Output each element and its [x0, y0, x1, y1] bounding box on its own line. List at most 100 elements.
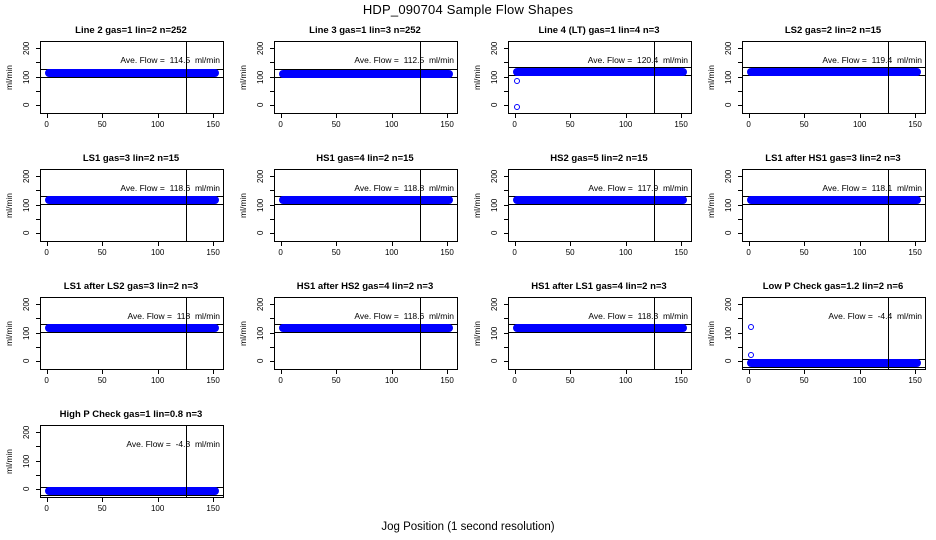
ave-flow-annotation: Ave. Flow = 118.1 ml/min	[822, 183, 922, 193]
y-tick-mark	[270, 204, 274, 206]
y-tick-mark	[36, 304, 40, 306]
y-tick-mark	[36, 218, 40, 220]
x-tick-mark	[157, 498, 159, 502]
y-tick-mark	[504, 360, 508, 362]
jog-marker-line	[420, 170, 422, 241]
jog-marker-line	[186, 170, 188, 241]
jog-marker-line	[186, 426, 188, 497]
x-tick-mark	[102, 114, 104, 118]
sample-flow-band	[512, 324, 688, 333]
y-tick-mark	[36, 488, 40, 490]
flow-panel: HS1 after HS2 gas=4 lin=2 n=3 ml/min 0 100 2…	[234, 276, 468, 404]
x-tick-label: 0	[746, 120, 751, 129]
x-tick-mark	[514, 114, 516, 118]
x-tick-label: 0	[278, 248, 283, 257]
figure-title: HDP_090704 Sample Flow Shapes	[362, 2, 574, 17]
panel-title: HS1 after LS1 gas=4 lin=2 n=3	[531, 281, 667, 292]
y-tick-label: 200	[490, 169, 499, 183]
ave-flow-annotation: Ave. Flow = 118.6 ml/min	[354, 311, 454, 321]
y-axis-title: ml/min	[472, 63, 482, 90]
x-tick-label: 50	[331, 248, 341, 257]
y-tick-mark	[504, 176, 508, 178]
x-tick-label: 50	[97, 120, 107, 129]
y-tick-mark	[504, 48, 508, 50]
y-tick-mark	[738, 232, 742, 234]
x-tick-mark	[804, 370, 806, 374]
panel-title: HS1 gas=4 lin=2 n=15	[316, 153, 414, 164]
jog-marker-line	[654, 42, 656, 113]
sample-flow-band	[746, 359, 922, 368]
x-axis-label: Jog Position (1 second resolution)	[381, 521, 555, 533]
sample-flow-band	[44, 487, 220, 496]
sample-flow-band	[278, 324, 454, 333]
sample-flow-band	[44, 69, 220, 78]
panel-title: Line 2 gas=1 lin=2 n=252	[75, 25, 187, 36]
plot-area: Ave. Flow = 119.4 ml/min	[742, 41, 926, 114]
y-tick-label: 200	[256, 169, 265, 183]
y-tick-mark	[738, 48, 742, 50]
sample-flow-band	[278, 69, 454, 78]
jog-marker-line	[888, 298, 890, 369]
flow-reference-line	[509, 331, 691, 333]
x-tick-mark	[915, 242, 917, 246]
ave-flow-annotation: Ave. Flow = 120.4 ml/min	[587, 55, 688, 65]
outlier-point	[748, 324, 755, 331]
y-tick-mark	[36, 48, 40, 50]
y-tick-mark	[504, 90, 508, 92]
y-tick-mark	[738, 190, 742, 192]
x-tick-mark	[859, 242, 861, 246]
y-tick-mark	[270, 304, 274, 306]
x-tick-mark	[102, 370, 104, 374]
plot-area: Ave. Flow = -4.4 ml/min	[742, 297, 926, 370]
x-tick-mark	[46, 242, 48, 246]
sample-flow-band	[512, 67, 688, 76]
outlier-point	[748, 352, 755, 359]
x-tick-mark	[280, 370, 282, 374]
plot-area: Ave. Flow = 117.9 ml/min	[508, 169, 692, 242]
outlier-point	[514, 103, 521, 110]
x-tick-label: 150	[674, 120, 688, 129]
x-tick-label: 150	[206, 120, 220, 129]
x-tick-label: 100	[150, 504, 165, 513]
panel-title: LS1 after HS1 gas=3 lin=2 n=3	[765, 153, 901, 164]
x-tick-mark	[280, 242, 282, 246]
ave-flow-annotation: Ave. Flow = 118.6 ml/min	[120, 183, 220, 193]
flow-panel: HS1 gas=4 lin=2 n=15 ml/min 0 100 200 0 50 100 1…	[234, 148, 468, 276]
x-tick-label: 100	[618, 376, 633, 385]
y-tick-mark	[270, 62, 274, 64]
y-tick-mark	[36, 90, 40, 92]
x-tick-label: 0	[44, 120, 49, 129]
y-tick-label: 200	[490, 297, 499, 311]
x-tick-label: 0	[44, 376, 49, 385]
ave-flow-annotation: Ave. Flow = 112.5 ml/min	[354, 55, 454, 65]
panel-title: Line 4 (LT) gas=1 lin=4 n=3	[538, 25, 660, 36]
y-tick-mark	[504, 346, 508, 348]
x-tick-label: 0	[278, 376, 283, 385]
x-tick-label: 0	[512, 376, 517, 385]
panel-title: HS2 gas=5 lin=2 n=15	[550, 153, 648, 164]
y-tick-mark	[504, 232, 508, 234]
panel-title: LS2 gas=2 lin=2 n=15	[784, 25, 882, 36]
flow-panel: HS1 after LS1 gas=4 lin=2 n=3 ml/min 0 100 2…	[468, 276, 702, 404]
y-axis-title: ml/min	[238, 191, 248, 218]
flow-panel: Line 4 (LT) gas=1 lin=4 n=3 ml/min 0 100 200…	[468, 20, 702, 148]
y-tick-mark	[36, 104, 40, 106]
panel-title: LS1 gas=3 lin=2 n=15	[82, 153, 180, 164]
x-tick-mark	[391, 242, 393, 246]
x-tick-mark	[213, 114, 215, 118]
sample-flow-band	[44, 196, 220, 205]
x-tick-mark	[570, 242, 572, 246]
x-tick-mark	[681, 242, 683, 246]
y-tick-mark	[504, 218, 508, 220]
x-tick-label: 50	[799, 248, 809, 257]
x-tick-label: 0	[512, 248, 517, 257]
plot-area: Ave. Flow = 118.3 ml/min	[508, 297, 692, 370]
flow-reference-line	[41, 494, 223, 496]
panel-title: High P Check gas=1 lin=0.8 n=3	[59, 409, 203, 420]
x-tick-mark	[625, 114, 627, 118]
flow-panel: Line 2 gas=1 lin=2 n=252 ml/min 0 100 200 0 50…	[0, 20, 234, 148]
y-tick-mark	[36, 204, 40, 206]
x-tick-mark	[213, 498, 215, 502]
y-tick-mark	[270, 360, 274, 362]
plot-area: Ave. Flow = 118 ml/min	[40, 297, 224, 370]
